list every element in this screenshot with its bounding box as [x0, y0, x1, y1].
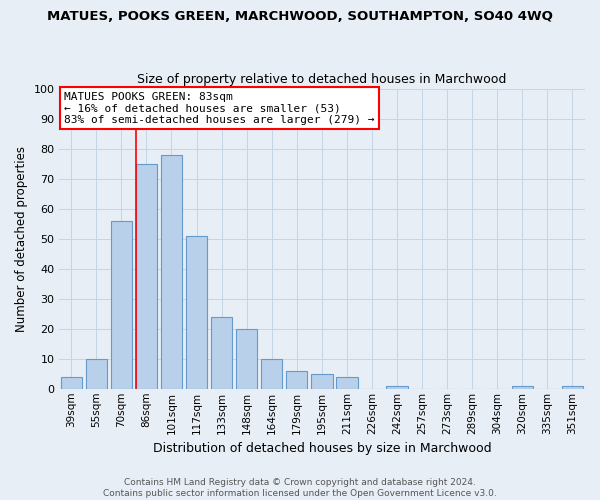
Bar	[562, 386, 583, 389]
Text: MATUES, POOKS GREEN, MARCHWOOD, SOUTHAMPTON, SO40 4WQ: MATUES, POOKS GREEN, MARCHWOOD, SOUTHAMP…	[47, 10, 553, 23]
Bar	[311, 374, 332, 389]
Bar	[512, 386, 533, 389]
Text: MATUES POOKS GREEN: 83sqm
← 16% of detached houses are smaller (53)
83% of semi-: MATUES POOKS GREEN: 83sqm ← 16% of detac…	[64, 92, 374, 125]
Bar	[211, 316, 232, 389]
Bar	[161, 154, 182, 389]
Bar	[136, 164, 157, 389]
Bar	[236, 328, 257, 389]
Bar	[111, 220, 132, 389]
Bar	[86, 358, 107, 389]
Bar	[286, 371, 307, 389]
Bar	[386, 386, 407, 389]
Bar	[61, 377, 82, 389]
X-axis label: Distribution of detached houses by size in Marchwood: Distribution of detached houses by size …	[152, 442, 491, 455]
Text: Contains HM Land Registry data © Crown copyright and database right 2024.
Contai: Contains HM Land Registry data © Crown c…	[103, 478, 497, 498]
Title: Size of property relative to detached houses in Marchwood: Size of property relative to detached ho…	[137, 73, 506, 86]
Y-axis label: Number of detached properties: Number of detached properties	[15, 146, 28, 332]
Bar	[186, 236, 207, 389]
Bar	[336, 377, 358, 389]
Bar	[261, 358, 283, 389]
